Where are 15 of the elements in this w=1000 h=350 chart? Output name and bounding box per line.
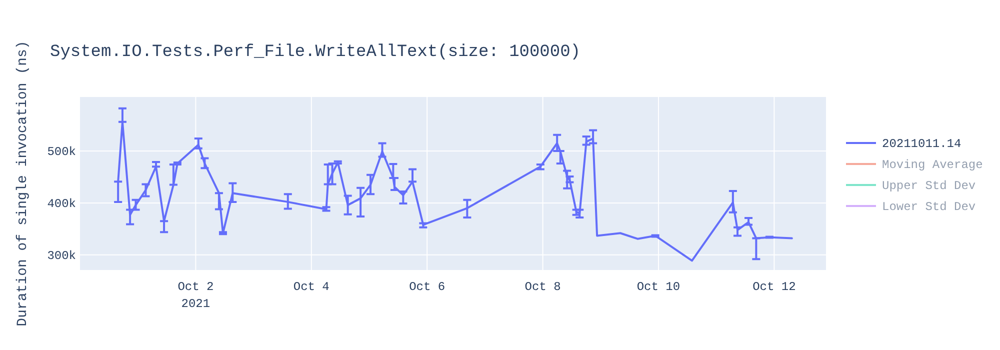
y-tick-label: 400k <box>47 197 76 212</box>
x-tick-label: Oct 6 <box>409 280 446 294</box>
chart-title: System.IO.Tests.Perf_File.WriteAllText(size: 100000) <box>50 42 580 62</box>
x-tick-label: Oct 2 2021 <box>178 280 214 311</box>
legend-label: 20211011.14 <box>882 137 962 152</box>
x-tick-label: Oct 10 <box>636 280 680 294</box>
y-tick-label: 500k <box>47 145 76 160</box>
x-tick-label: Oct 8 <box>524 280 561 294</box>
legend-label: Upper Std Dev <box>882 179 976 194</box>
y-axis-title: Duration of single invocation (ns) <box>15 40 31 326</box>
x-tick-label: Oct 4 <box>293 280 330 294</box>
legend-label: Lower Std Dev <box>882 200 976 214</box>
y-tick-label: 300k <box>47 249 76 264</box>
x-tick-label: Oct 12 <box>752 280 796 294</box>
legend-label: Moving Average <box>882 158 983 172</box>
